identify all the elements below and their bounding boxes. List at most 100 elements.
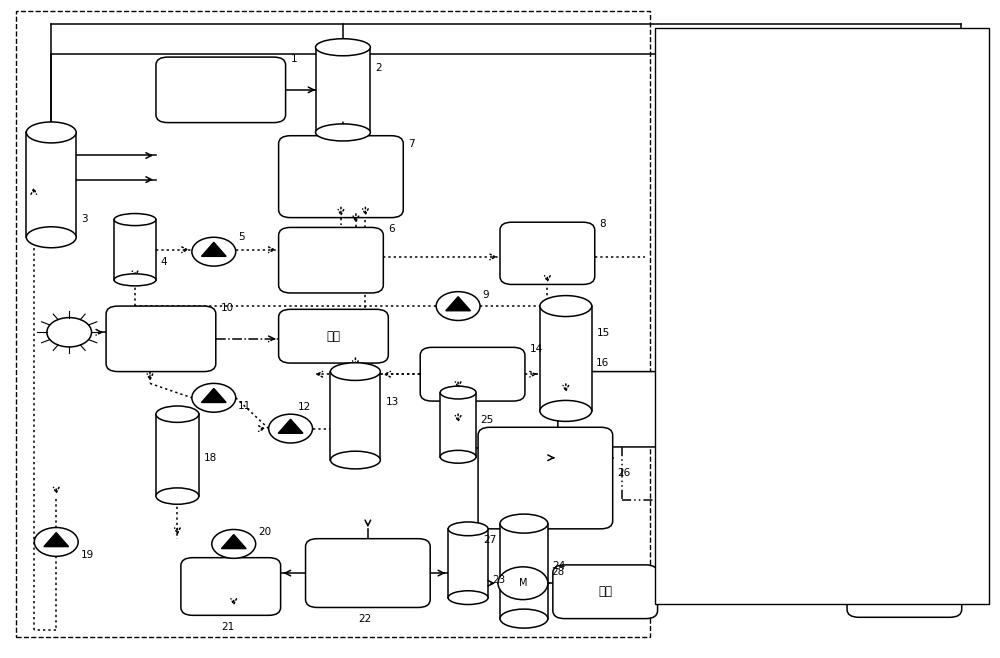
- FancyBboxPatch shape: [558, 372, 685, 447]
- Ellipse shape: [330, 451, 380, 469]
- Text: 机械能输送: 机械能输送: [829, 247, 869, 260]
- Text: 26: 26: [618, 468, 631, 478]
- Ellipse shape: [156, 406, 199, 422]
- Text: 15: 15: [597, 328, 610, 338]
- Polygon shape: [201, 388, 226, 403]
- Text: 制冷: 制冷: [897, 405, 911, 417]
- Ellipse shape: [500, 609, 548, 628]
- Text: 27: 27: [483, 535, 496, 545]
- Text: 16: 16: [596, 359, 609, 368]
- Text: 供热: 供热: [829, 549, 845, 561]
- Ellipse shape: [316, 39, 370, 56]
- Circle shape: [192, 238, 236, 266]
- Ellipse shape: [448, 591, 488, 605]
- Text: 18: 18: [204, 453, 217, 463]
- Text: 发电: 发电: [829, 473, 845, 486]
- FancyBboxPatch shape: [106, 306, 216, 372]
- Ellipse shape: [500, 514, 548, 533]
- Text: 25: 25: [480, 415, 493, 424]
- Text: 供热: 供热: [897, 494, 911, 507]
- Bar: [16, 11, 650, 637]
- Circle shape: [212, 530, 256, 559]
- Text: 14: 14: [530, 344, 543, 354]
- Circle shape: [47, 318, 92, 347]
- FancyBboxPatch shape: [847, 378, 962, 443]
- Circle shape: [269, 414, 313, 443]
- Bar: [156, 414, 199, 496]
- FancyBboxPatch shape: [553, 565, 658, 619]
- Text: 发电: 发电: [897, 583, 911, 596]
- Text: 5: 5: [238, 232, 244, 242]
- Text: 7: 7: [408, 139, 415, 149]
- Ellipse shape: [26, 122, 76, 143]
- Bar: [448, 529, 488, 597]
- Ellipse shape: [440, 450, 476, 463]
- Bar: [114, 220, 156, 280]
- Bar: [500, 524, 548, 619]
- FancyBboxPatch shape: [306, 539, 430, 607]
- FancyBboxPatch shape: [279, 228, 383, 293]
- Ellipse shape: [540, 295, 592, 316]
- Circle shape: [436, 291, 480, 320]
- Polygon shape: [278, 419, 303, 433]
- Ellipse shape: [114, 274, 156, 286]
- Ellipse shape: [540, 401, 592, 421]
- Text: 1: 1: [291, 54, 297, 64]
- Ellipse shape: [26, 227, 76, 248]
- FancyBboxPatch shape: [500, 222, 595, 284]
- FancyBboxPatch shape: [717, 374, 822, 445]
- Ellipse shape: [316, 124, 370, 141]
- Text: 17: 17: [827, 370, 840, 380]
- Text: 28: 28: [551, 567, 564, 576]
- Ellipse shape: [330, 363, 380, 380]
- FancyBboxPatch shape: [847, 470, 962, 530]
- Text: 4: 4: [160, 257, 167, 266]
- FancyBboxPatch shape: [717, 468, 822, 531]
- Text: 9: 9: [482, 290, 489, 299]
- Text: 发电: 发电: [326, 330, 340, 343]
- Text: 制冷: 制冷: [829, 398, 845, 411]
- Text: 20: 20: [259, 527, 272, 538]
- Circle shape: [34, 528, 78, 557]
- Text: 8: 8: [600, 218, 606, 229]
- Text: M: M: [519, 578, 527, 588]
- FancyBboxPatch shape: [847, 562, 962, 617]
- FancyBboxPatch shape: [279, 136, 403, 218]
- FancyBboxPatch shape: [156, 57, 286, 122]
- Text: 供热: 供热: [598, 585, 612, 598]
- Polygon shape: [446, 297, 470, 311]
- FancyBboxPatch shape: [420, 347, 525, 401]
- Circle shape: [498, 567, 548, 599]
- FancyBboxPatch shape: [181, 558, 281, 615]
- Text: 13: 13: [385, 397, 399, 407]
- Text: 高温尾气: 高温尾气: [829, 322, 861, 336]
- Text: 29: 29: [827, 472, 840, 482]
- Text: 3: 3: [81, 214, 88, 224]
- Text: 热能输送: 热能输送: [829, 97, 861, 109]
- Text: 2: 2: [375, 63, 382, 73]
- Text: 11: 11: [238, 401, 251, 411]
- FancyBboxPatch shape: [478, 427, 613, 529]
- Text: 24: 24: [552, 561, 565, 571]
- Text: 化学能输送: 化学能输送: [829, 172, 869, 185]
- Text: 23: 23: [492, 574, 505, 584]
- Text: 6: 6: [388, 224, 395, 234]
- Polygon shape: [221, 534, 246, 549]
- Ellipse shape: [114, 214, 156, 226]
- Text: 22: 22: [358, 614, 371, 624]
- Bar: [316, 47, 370, 132]
- Bar: [330, 372, 380, 460]
- Bar: [540, 306, 592, 411]
- Text: 21: 21: [221, 622, 234, 632]
- Text: 10: 10: [221, 303, 234, 313]
- FancyBboxPatch shape: [279, 309, 388, 363]
- Bar: [26, 132, 76, 238]
- Polygon shape: [44, 532, 69, 547]
- Text: 19: 19: [81, 550, 94, 561]
- Bar: [440, 393, 476, 457]
- Circle shape: [192, 384, 236, 412]
- Polygon shape: [201, 242, 226, 257]
- Ellipse shape: [156, 488, 199, 504]
- Text: 12: 12: [298, 402, 311, 412]
- Ellipse shape: [440, 386, 476, 399]
